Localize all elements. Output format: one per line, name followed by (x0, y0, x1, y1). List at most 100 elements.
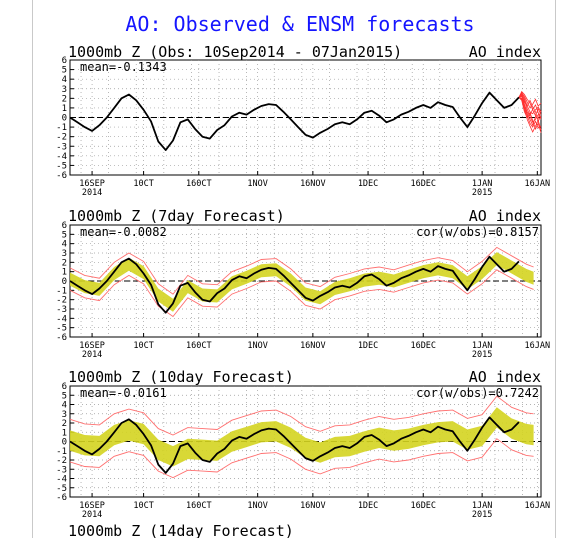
ensemble-member-line (518, 94, 542, 123)
x-tick-label: 160CT (186, 501, 212, 511)
x-tick-sublabel: 2014 (82, 350, 102, 360)
y-tick-label: 6 (62, 382, 67, 392)
x-tick-label: 16SEP (79, 341, 105, 351)
chart-panel-1: 1000mb Z (Obs: 10Sep2014 - 07Jan2015) AO … (56, 43, 550, 198)
panel-title: 1000mb Z (7day Forecast) (68, 207, 285, 225)
y-tick-label: 3 (62, 249, 67, 259)
x-tick-label: 1NOV (247, 341, 267, 351)
x-tick-label: 10CT (133, 179, 153, 189)
y-tick-label: 6 (62, 221, 67, 231)
y-tick-label: -1 (56, 286, 67, 296)
x-tick-label: 1JAN (472, 341, 492, 351)
x-tick-sublabel: 2015 (472, 188, 492, 198)
y-tick-label: 4 (62, 401, 67, 411)
y-tick-label: 2 (62, 419, 67, 429)
mean-annotation: mean=-0.0161 (80, 386, 167, 400)
x-tick-label: 16NOV (300, 501, 326, 511)
y-tick-label: -5 (56, 484, 67, 494)
upper-bound-line (69, 246, 534, 295)
x-tick-label: 16JAN (525, 501, 551, 511)
y-tick-label: -5 (56, 161, 67, 171)
y-tick-label: 3 (62, 410, 67, 420)
y-tick-label: -1 (56, 447, 67, 457)
chart-panel-3: 1000mb Z (10day Forecast) AO index-6-5-4-… (56, 368, 550, 520)
mean-annotation: mean=-0.1343 (80, 60, 167, 74)
y-tick-label: -4 (56, 314, 67, 324)
x-tick-label: 1NOV (247, 179, 267, 189)
x-tick-label: 16SEP (79, 179, 105, 189)
panel-title: 1000mb Z (Obs: 10Sep2014 - 07Jan2015) (68, 43, 402, 61)
y-tick-label: -6 (56, 333, 67, 343)
x-tick-label: 1NOV (247, 501, 267, 511)
y-tick-label: 0 (62, 114, 67, 124)
panel-right-label: AO index (469, 368, 541, 386)
x-tick-label: 16JAN (525, 179, 551, 189)
y-tick-label: 1 (62, 268, 67, 278)
y-tick-label: 5 (62, 66, 67, 76)
y-tick-label: 4 (62, 75, 67, 85)
panel-right-label: AO index (469, 43, 541, 61)
y-tick-label: -2 (56, 296, 67, 306)
x-tick-label: 1DEC (358, 501, 378, 511)
y-tick-label: 4 (62, 240, 67, 250)
lower-bound-line (69, 438, 534, 479)
ensemble-member-line (518, 90, 542, 117)
observed-ao-line (69, 255, 520, 314)
y-tick-label: -3 (56, 305, 67, 315)
observed-ao-line (69, 91, 520, 152)
ensemble-member-line (518, 97, 542, 133)
chart-panel-4: 1000mb Z (14day Forecast) (68, 522, 294, 538)
panel-title: 1000mb Z (14day Forecast) (68, 522, 294, 538)
x-tick-label: 16DEC (410, 179, 436, 189)
y-tick-label: -5 (56, 324, 67, 334)
right-page-border (555, 0, 556, 538)
x-tick-label: 16JAN (525, 341, 551, 351)
y-tick-label: -6 (56, 493, 67, 503)
mean-annotation: mean=-0.0082 (80, 225, 167, 239)
correlation-annotation: cor(w/obs)=0.8157 (416, 225, 539, 239)
lower-bound-line (69, 269, 534, 318)
y-tick-label: -2 (56, 133, 67, 143)
y-tick-label: 2 (62, 258, 67, 268)
x-tick-sublabel: 2014 (82, 188, 102, 198)
x-tick-label: 1JAN (472, 501, 492, 511)
upper-bound-line (69, 395, 534, 436)
x-tick-label: 16NOV (300, 341, 326, 351)
ensemble-member-line (518, 91, 542, 109)
x-tick-sublabel: 2015 (472, 510, 492, 520)
x-tick-label: 160CT (186, 179, 212, 189)
x-tick-label: 1JAN (472, 179, 492, 189)
x-tick-label: 160CT (186, 341, 212, 351)
chart-panels: 1000mb Z (Obs: 10Sep2014 - 07Jan2015) AO … (56, 43, 550, 538)
panel-right-label: AO index (469, 207, 541, 225)
ensemble-member-line (518, 97, 542, 133)
y-tick-label: -3 (56, 142, 67, 152)
left-page-border (32, 0, 33, 538)
x-tick-label: 10CT (133, 501, 153, 511)
y-tick-label: -4 (56, 475, 67, 485)
chart-panel-2: 1000mb Z (7day Forecast) AO index -6-5-4-3… (56, 207, 550, 360)
x-tick-label: 16DEC (410, 341, 436, 351)
y-tick-label: 5 (62, 391, 67, 401)
y-tick-label: 0 (62, 438, 67, 448)
y-tick-label: 6 (62, 56, 67, 66)
ensemble-member-line (518, 92, 542, 115)
y-tick-label: 5 (62, 230, 67, 240)
y-tick-label: -2 (56, 456, 67, 466)
y-tick-label: 1 (62, 104, 67, 114)
x-tick-sublabel: 2015 (472, 350, 492, 360)
x-tick-label: 10CT (133, 341, 153, 351)
y-tick-label: 0 (62, 277, 67, 287)
panel-title: 1000mb Z (10day Forecast) (68, 368, 294, 386)
x-tick-label: 1DEC (358, 179, 378, 189)
x-tick-label: 16DEC (410, 501, 436, 511)
y-tick-label: -1 (56, 123, 67, 133)
x-tick-label: 16SEP (79, 501, 105, 511)
correlation-annotation: cor(w/obs)=0.7242 (416, 386, 539, 400)
y-tick-label: -3 (56, 465, 67, 475)
observed-ao-line (69, 416, 520, 474)
x-tick-label: 1DEC (358, 341, 378, 351)
y-tick-label: -4 (56, 152, 67, 162)
